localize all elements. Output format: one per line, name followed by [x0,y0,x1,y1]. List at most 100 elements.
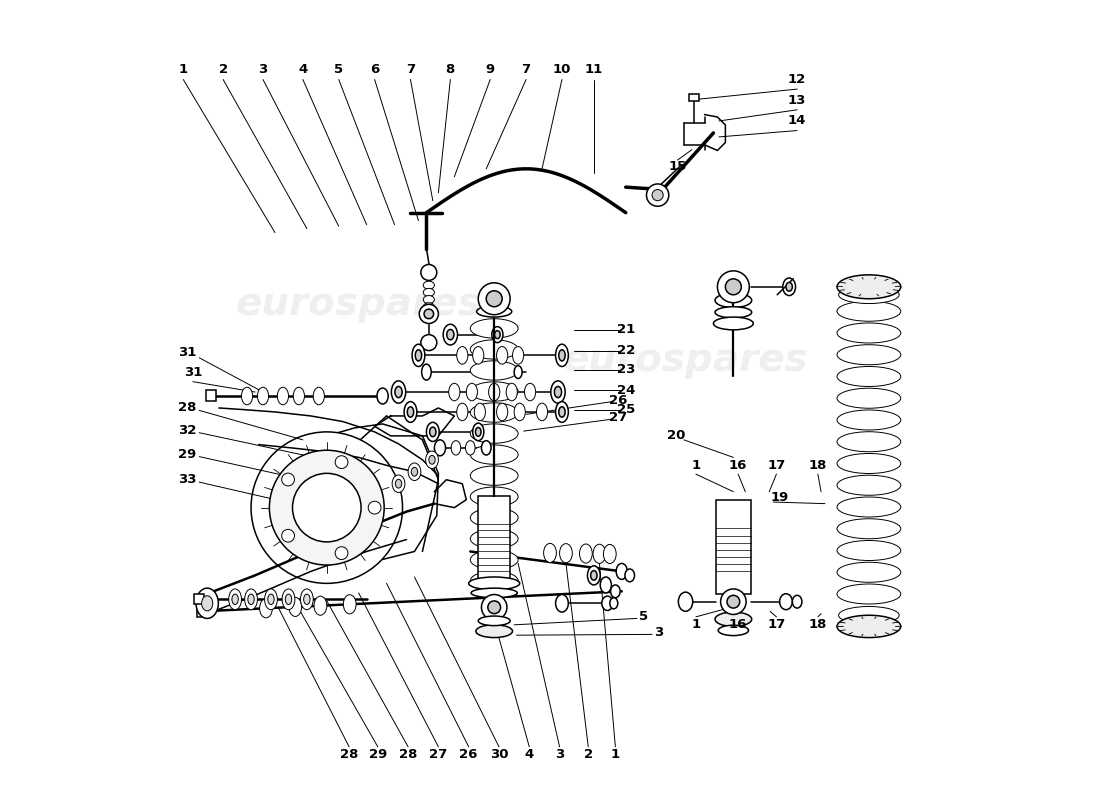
Circle shape [282,530,295,542]
Text: 11: 11 [585,62,603,76]
Text: 1: 1 [691,459,701,472]
Ellipse shape [412,344,425,366]
Bar [197,606,208,617]
Ellipse shape [560,544,572,562]
Ellipse shape [471,361,518,380]
Ellipse shape [837,345,901,365]
Ellipse shape [449,383,460,401]
Text: 2: 2 [584,748,593,762]
Text: 23: 23 [616,363,635,376]
Ellipse shape [543,543,557,562]
Ellipse shape [430,427,436,437]
Ellipse shape [300,589,313,610]
Ellipse shape [465,441,475,455]
Ellipse shape [616,563,627,579]
Ellipse shape [427,422,439,442]
Ellipse shape [514,403,526,421]
Ellipse shape [314,387,324,405]
Text: 22: 22 [617,344,635,357]
Ellipse shape [416,350,421,361]
Text: 3: 3 [258,62,267,76]
Text: 1: 1 [610,748,620,762]
Bar [716,500,751,594]
Ellipse shape [429,455,436,464]
Text: 7: 7 [406,62,415,76]
Ellipse shape [408,463,421,481]
Circle shape [486,290,503,306]
Ellipse shape [285,594,292,605]
Text: 16: 16 [729,459,747,472]
Ellipse shape [201,596,212,611]
Text: 8: 8 [446,62,455,76]
Ellipse shape [471,340,518,359]
Text: 29: 29 [368,748,387,762]
Ellipse shape [591,570,597,580]
Text: 26: 26 [609,394,628,406]
Ellipse shape [837,302,901,322]
Ellipse shape [289,598,301,617]
Ellipse shape [471,403,518,422]
Ellipse shape [837,454,901,474]
Ellipse shape [783,278,795,295]
Ellipse shape [471,466,518,486]
Text: 9: 9 [485,62,495,76]
Ellipse shape [714,317,754,330]
Circle shape [336,546,348,559]
Ellipse shape [837,497,901,517]
Ellipse shape [244,589,257,610]
Text: 21: 21 [617,323,635,336]
Circle shape [270,450,384,565]
Ellipse shape [837,475,901,495]
Circle shape [482,594,507,620]
Bar [478,496,510,595]
Ellipse shape [232,594,239,605]
Ellipse shape [506,383,517,401]
Ellipse shape [513,346,524,364]
Circle shape [368,502,381,514]
Ellipse shape [196,588,219,618]
Ellipse shape [471,508,518,527]
Ellipse shape [537,403,548,421]
Ellipse shape [314,596,327,615]
Circle shape [251,432,403,583]
Ellipse shape [601,577,612,593]
Ellipse shape [525,383,536,401]
Ellipse shape [257,387,268,405]
Circle shape [419,304,439,323]
Ellipse shape [424,288,434,296]
Text: 16: 16 [729,618,747,631]
Ellipse shape [411,467,418,476]
Ellipse shape [838,606,899,624]
Ellipse shape [715,612,751,626]
Text: 12: 12 [788,73,806,86]
Ellipse shape [392,475,405,493]
Circle shape [727,595,739,608]
Circle shape [717,271,749,302]
Text: 3: 3 [554,748,564,762]
Ellipse shape [242,387,253,405]
Ellipse shape [471,318,518,338]
Circle shape [282,473,295,486]
Bar [194,594,204,604]
Text: eurospares: eurospares [235,286,482,323]
Text: 17: 17 [768,459,785,472]
Text: 30: 30 [490,748,508,762]
Ellipse shape [786,282,792,291]
Ellipse shape [260,598,273,618]
Text: 25: 25 [617,403,635,416]
Ellipse shape [837,432,901,452]
Ellipse shape [837,275,901,298]
Circle shape [652,190,663,201]
Ellipse shape [837,584,901,604]
Text: 28: 28 [340,748,359,762]
Text: 19: 19 [770,490,789,504]
Ellipse shape [471,571,518,590]
Text: 27: 27 [429,748,448,762]
Ellipse shape [248,594,254,605]
Ellipse shape [229,589,242,610]
Ellipse shape [447,330,454,340]
Ellipse shape [395,386,403,398]
Ellipse shape [471,382,518,401]
Ellipse shape [474,403,485,421]
Text: 31: 31 [184,366,202,378]
